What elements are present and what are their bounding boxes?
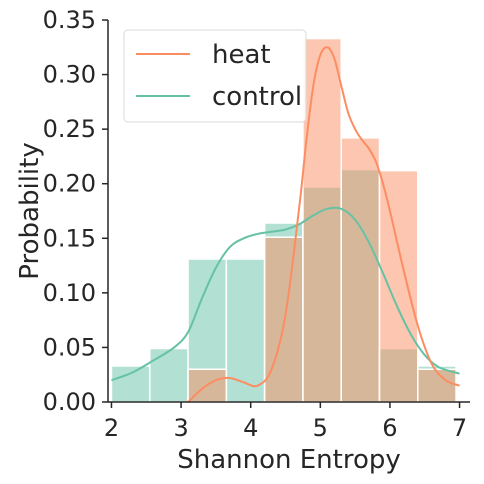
y-tick-label: 0.25 [43, 115, 96, 143]
heat-bar [380, 171, 418, 402]
y-tick-label: 0.30 [43, 61, 96, 89]
y-tick-label: 0.00 [43, 388, 96, 416]
control-bar [150, 349, 188, 402]
x-axis-ticks: 2 3 4 5 6 7 [104, 402, 467, 442]
heat-bar [341, 138, 379, 402]
x-tick-label: 3 [173, 414, 188, 442]
heat-bar [418, 369, 456, 402]
x-axis-title: Shannon Entropy [177, 445, 401, 475]
heat-bar [303, 39, 341, 402]
legend-heat-label: heat [212, 40, 271, 70]
x-tick-label: 2 [104, 414, 119, 442]
legend-control-label: control [212, 82, 302, 112]
y-tick-label: 0.20 [43, 170, 96, 198]
y-axis-ticks: 0.00 0.05 0.10 0.15 0.20 0.25 0.30 0.35 [43, 6, 108, 416]
x-tick-label: 5 [313, 414, 328, 442]
x-tick-label: 4 [243, 414, 258, 442]
y-axis-title: Probability [15, 142, 45, 279]
x-tick-label: 7 [452, 414, 467, 442]
y-tick-label: 0.10 [43, 279, 96, 307]
control-bar [226, 259, 264, 402]
y-tick-label: 0.15 [43, 224, 96, 252]
y-tick-label: 0.05 [43, 333, 96, 361]
control-bar [111, 366, 149, 402]
y-tick-label: 0.35 [43, 6, 96, 34]
legend: heat control [124, 30, 306, 122]
x-tick-label: 6 [382, 414, 397, 442]
